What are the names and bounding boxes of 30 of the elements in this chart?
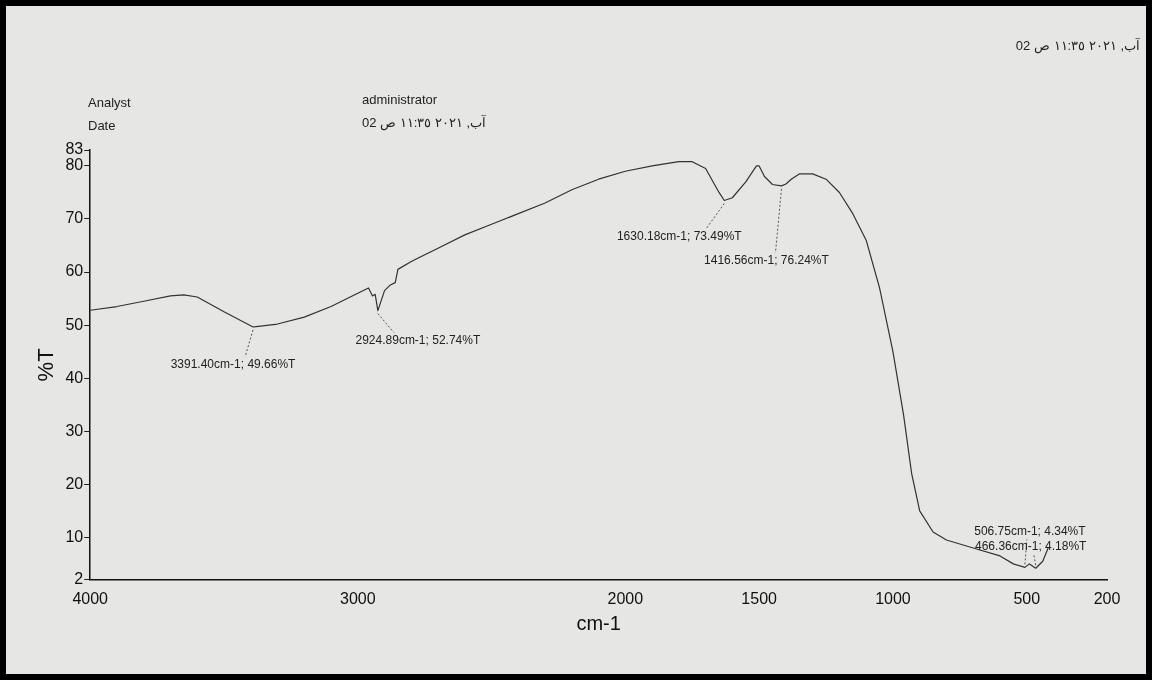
annotation: 1630.18cm-1; 73.49%T (616, 228, 743, 243)
y-tick-label: 60 (65, 262, 84, 280)
y-tick-label: 40 (65, 368, 84, 386)
text: آب, ٢٠٢١ ١١:٣٥ ص 02 (362, 113, 488, 131)
annotation: 2924.89cm-1; 52.74%T (355, 332, 481, 347)
annotation: 1416.56cm-1; 76.24%T (704, 253, 830, 268)
text: Analyst (88, 94, 132, 110)
y-tick-label: 2 (74, 570, 84, 588)
text: administrator (362, 91, 438, 107)
x-tick-label: 3000 (339, 589, 376, 607)
text: آب, ٢٠٢١ ١١:٣٥ ص 02 (1015, 36, 1141, 54)
annotation: 506.75cm-1; 4.34%T (974, 523, 1087, 538)
annotation: 3391.40cm-1; 49.66%T (170, 357, 297, 372)
y-tick-label: 83 (65, 140, 84, 158)
y-tick-label: 70 (65, 209, 84, 227)
y-tick-label: 20 (65, 474, 84, 492)
x-tick-label: 1000 (875, 589, 911, 607)
y-tick-label: 10 (65, 527, 84, 545)
y-tick-label: 30 (65, 421, 84, 439)
x-tick-label: 200 (1093, 589, 1121, 607)
x-tick-label: 2000 (607, 589, 644, 607)
x-tick-label: 500 (1013, 589, 1041, 607)
x-tick-label: 1500 (741, 589, 778, 607)
text: Date (88, 117, 116, 133)
x-tick-label: 4000 (72, 589, 109, 607)
y-tick-label: 80 (65, 156, 84, 174)
x-axis-title: cm-1 (576, 611, 621, 634)
annotation: 466.36cm-1; 4.18%T (975, 538, 1088, 553)
y-tick-label: 50 (65, 315, 84, 333)
y-axis-title: %T (33, 348, 59, 382)
